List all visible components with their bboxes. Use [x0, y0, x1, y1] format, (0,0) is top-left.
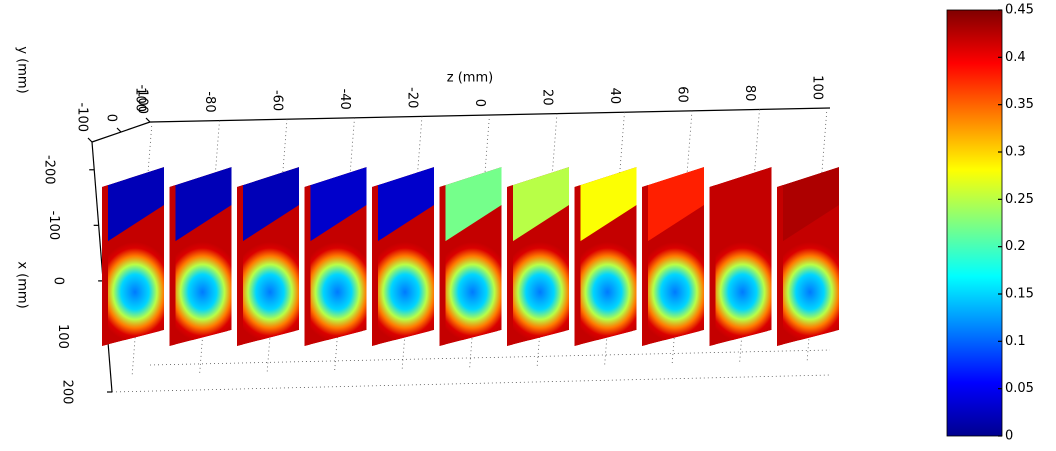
slice-top [169, 167, 232, 245]
z-tick-label: -80 [202, 91, 217, 112]
slice-top [507, 167, 569, 245]
box-line [111, 374, 831, 393]
colorbar-tick-label: 0.25 [1005, 192, 1034, 207]
slice [777, 167, 839, 346]
colorbar-tick-label: 0.15 [1005, 287, 1034, 302]
box-line [149, 349, 831, 366]
tick-mark [145, 117, 151, 123]
slice-edge [642, 180, 648, 346]
z-tick-label: -40 [337, 89, 352, 110]
slice-top [102, 167, 164, 245]
x-tick-label: 100 [55, 324, 70, 349]
y-tick-label: 0 [104, 114, 119, 122]
slice-spot [102, 242, 164, 342]
slice-top [372, 167, 434, 245]
tick-mark [116, 127, 122, 133]
slice [169, 167, 232, 346]
slice-edge [237, 180, 243, 346]
x-tick-label: -100 [46, 211, 61, 241]
z-tick-label: 100 [810, 75, 825, 100]
slice-spot [304, 242, 367, 342]
slice-edge [102, 180, 108, 346]
slice-edge [507, 180, 513, 346]
z-tick-label: 40 [607, 88, 622, 105]
slice-edge [574, 180, 581, 346]
colorbar [946, 9, 1003, 437]
slice-top [237, 167, 299, 245]
slice-top [709, 167, 772, 245]
z-tick-label: 20 [540, 89, 555, 106]
x-axis-label: x (mm) [15, 261, 30, 308]
slice-top [304, 167, 367, 245]
slice-edge [709, 180, 716, 346]
colorbar-tick-label: 0.1 [1005, 334, 1026, 349]
z-tick-label: 60 [675, 86, 690, 103]
colorbar-tick-label: 0.3 [1005, 145, 1026, 160]
x-tick-label: 0 [51, 277, 66, 285]
z-tick-label: -20 [405, 87, 420, 108]
slice-top [574, 167, 637, 245]
colorbar-tick-label: 0.2 [1005, 239, 1026, 254]
slice [102, 167, 164, 346]
slice-spot [372, 242, 434, 342]
slice-edge [304, 180, 311, 346]
slice-edge [439, 180, 446, 346]
slice-top [439, 167, 502, 245]
slice [439, 167, 502, 346]
slice-top [777, 167, 839, 245]
y-axis-label: y (mm) [15, 46, 30, 93]
colorbar-tick-label: 0.35 [1005, 97, 1034, 112]
slice-spot [237, 242, 299, 342]
x-tick-label: 200 [60, 380, 75, 405]
slice-spot [709, 242, 772, 342]
z-tick-label: 0 [472, 99, 487, 107]
colorbar-tick-label: 0 [1005, 429, 1013, 444]
slice [507, 167, 569, 346]
slice [642, 167, 704, 346]
slice-top [642, 167, 704, 245]
slice [372, 167, 434, 346]
axis-line [149, 107, 831, 123]
tick-mark [87, 137, 93, 143]
slice-spot [777, 242, 839, 342]
colorbar-tick-label: 0.45 [1005, 3, 1034, 18]
slice-spot [169, 242, 232, 342]
slice-spot [574, 242, 637, 342]
x-tick-label: -200 [42, 155, 57, 185]
slice [237, 167, 299, 346]
slice-spot [642, 242, 704, 342]
slice-edge [169, 180, 176, 346]
colorbar-tick-label: 0.4 [1005, 50, 1026, 65]
y-tick-label: 100 [133, 87, 148, 112]
slice-spot [439, 242, 502, 342]
y-tick-label: -100 [75, 102, 90, 132]
z-tick-label: -60 [270, 90, 285, 111]
slice-edge [372, 180, 378, 346]
slice-spot [507, 242, 569, 342]
colorbar-tick-label: 0.05 [1005, 381, 1034, 396]
slice [709, 167, 772, 346]
slice-edge [777, 180, 783, 346]
slice [304, 167, 367, 346]
z-tick-label: -100 [135, 84, 150, 114]
z-tick-label: 80 [742, 85, 757, 102]
slice [574, 167, 637, 346]
z-axis-label: z (mm) [447, 71, 493, 86]
